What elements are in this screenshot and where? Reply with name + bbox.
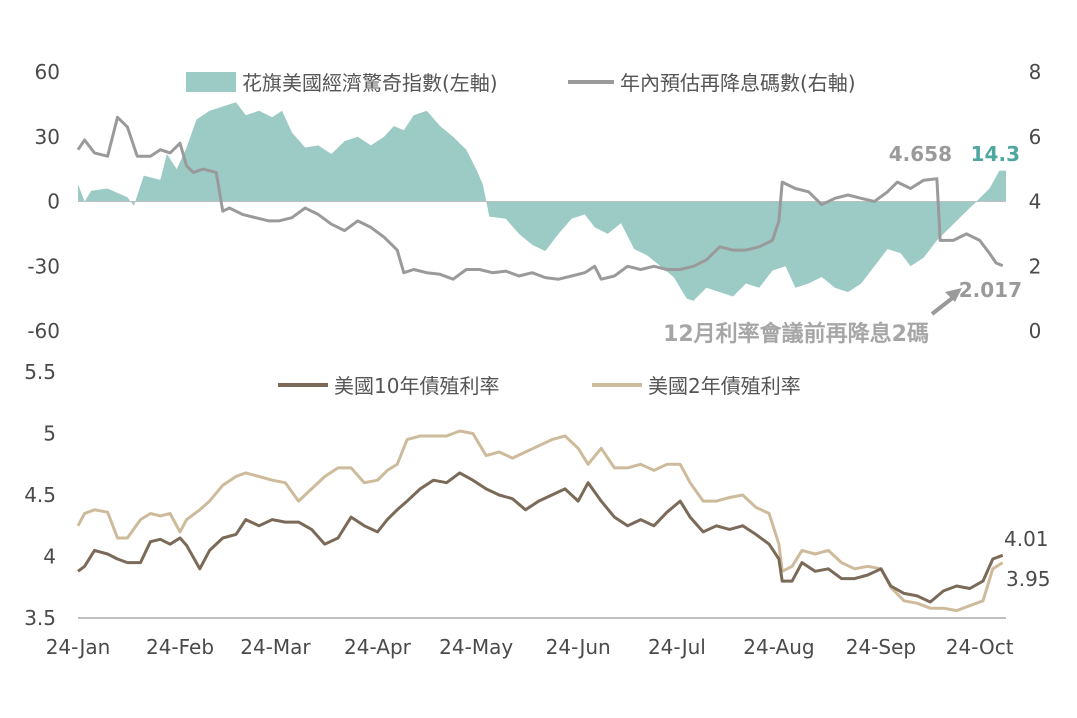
annotation-2y-latest: 3.95	[1006, 567, 1051, 591]
legend-swatch-surprise-index	[186, 72, 236, 92]
annotation-arrow-head	[945, 288, 962, 302]
x-tick-5: 24-Jun	[546, 635, 611, 659]
annotation-surprise-latest: 14.3	[971, 142, 1020, 166]
legend-label-10y-yield: 美國10年債殖利率	[334, 374, 499, 398]
yield-lines-group	[76, 429, 1004, 613]
annotation-10y-latest: 4.01	[1004, 527, 1049, 551]
bottom-left-tick-0: 5.5	[24, 360, 56, 384]
annotation-arrow-shaft	[930, 294, 957, 316]
yield-2y-line	[76, 429, 1004, 613]
top-right-tick-0: 8	[1029, 60, 1042, 84]
x-tick-4: 24-May	[439, 635, 513, 659]
x-tick-6: 24-Jul	[648, 635, 706, 659]
top-left-tick-0: 60	[35, 60, 60, 84]
legend-label-rate-cuts: 年內預估再降息碼數(右軸)	[620, 71, 856, 95]
annotation-december-note: 12月利率會議前再降息2碼	[663, 321, 929, 347]
top-annotations: 4.658 14.3 2.017 12月利率會議前再降息2碼	[663, 142, 1022, 347]
x-tick-7: 24-Aug	[743, 635, 814, 659]
bottom-panel: 5.5 5 4.5 4 3.5 美國10年債殖利率 美國2年債殖利率 4.01 3.95…	[24, 360, 1050, 659]
top-right-tick-3: 2	[1029, 254, 1042, 278]
x-axis-tick-labels: 24-Jan 24-Feb 24-Mar 24-Apr 24-May 24-Jun 24-J…	[46, 635, 1014, 659]
bottom-annotations: 4.01 3.95	[1004, 527, 1051, 591]
rate-cuts-line	[76, 115, 1004, 281]
bottom-left-tick-1: 5	[43, 422, 56, 446]
legend-label-2y-yield: 美國2年債殖利率	[648, 374, 801, 398]
top-right-tick-4: 0	[1029, 319, 1042, 343]
bottom-left-tick-2: 4.5	[24, 483, 56, 507]
yield-10y-line	[77, 471, 1004, 604]
legend-label-surprise-index: 花旗美國經濟驚奇指數(左軸)	[242, 71, 498, 95]
bottom-legend: 美國10年債殖利率 美國2年債殖利率	[278, 374, 801, 398]
top-legend: 花旗美國經濟驚奇指數(左軸) 年內預估再降息碼數(右軸)	[186, 71, 856, 95]
bottom-left-tick-3: 4	[43, 545, 56, 569]
x-tick-0: 24-Jan	[46, 635, 111, 659]
top-left-tick-labels: 60 30 0 -30 -60	[27, 60, 60, 343]
top-right-tick-1: 6	[1029, 125, 1042, 149]
x-tick-8: 24-Sep	[846, 635, 916, 659]
annotation-rate-cuts-latest: 2.017	[959, 278, 1022, 302]
top-right-tick-2: 4	[1029, 190, 1042, 214]
x-tick-3: 24-Apr	[344, 635, 412, 659]
x-tick-2: 24-Mar	[240, 635, 311, 659]
top-left-tick-1: 30	[35, 125, 60, 149]
bottom-left-tick-4: 3.5	[24, 606, 56, 630]
x-tick-9: 24-Oct	[946, 635, 1014, 659]
top-panel: 60 30 0 -30 -60 8 6 4 2 0 花旗美國經濟驚奇指數(左軸) 年內預估再降息…	[27, 60, 1041, 347]
bottom-left-tick-labels: 5.5 5 4.5 4 3.5	[24, 360, 56, 630]
top-left-tick-4: -60	[27, 319, 60, 343]
top-left-tick-3: -30	[27, 254, 60, 278]
rate-cut-line-group	[76, 115, 1004, 281]
annotation-rate-cuts-peak: 4.658	[889, 142, 952, 166]
x-tick-1: 24-Feb	[146, 635, 214, 659]
top-left-tick-2: 0	[47, 190, 60, 214]
top-right-tick-labels: 8 6 4 2 0	[1029, 60, 1042, 343]
